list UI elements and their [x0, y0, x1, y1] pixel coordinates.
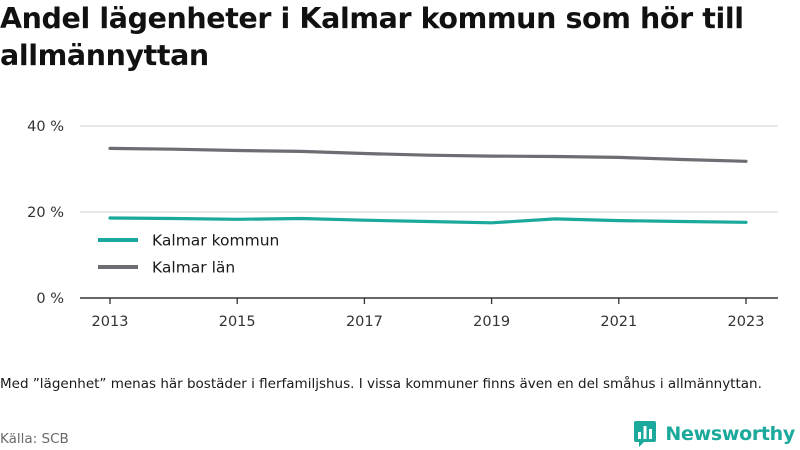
series-line-kommun: [108, 216, 748, 225]
legend-label: Kalmar kommun: [152, 232, 279, 250]
brand-name: Newsworthy: [665, 423, 795, 445]
y-tick-label: 20 %: [27, 205, 64, 221]
footnote: Med ”lägenhet” menas här bostäder i fler…: [0, 376, 762, 392]
x-tick-label: 2023: [728, 314, 765, 330]
x-tick-label: 2015: [219, 314, 256, 330]
y-tick-label: 40 %: [27, 119, 64, 135]
x-tick-label: 2019: [473, 314, 510, 330]
legend-label: Kalmar län: [152, 259, 235, 277]
y-tick-label: 0 %: [36, 291, 64, 307]
line-chart: 0 % 20 % 40 % 2013 2015 2017 2019 2021 2023 Kalma…: [27, 119, 778, 330]
series-line-lan: [108, 146, 748, 163]
source-label: Källa: SCB: [0, 431, 69, 447]
x-tick-label: 2021: [600, 314, 637, 330]
x-tick-label: 2017: [346, 314, 383, 330]
chart-title: Andel lägenheter i Kalmar kommun som hör…: [0, 2, 744, 72]
bar-chart-speech-bubble-icon: [634, 421, 657, 447]
x-tick-label: 2013: [92, 314, 129, 330]
newsworthy-logo[interactable]: Newsworthy: [633, 420, 795, 448]
